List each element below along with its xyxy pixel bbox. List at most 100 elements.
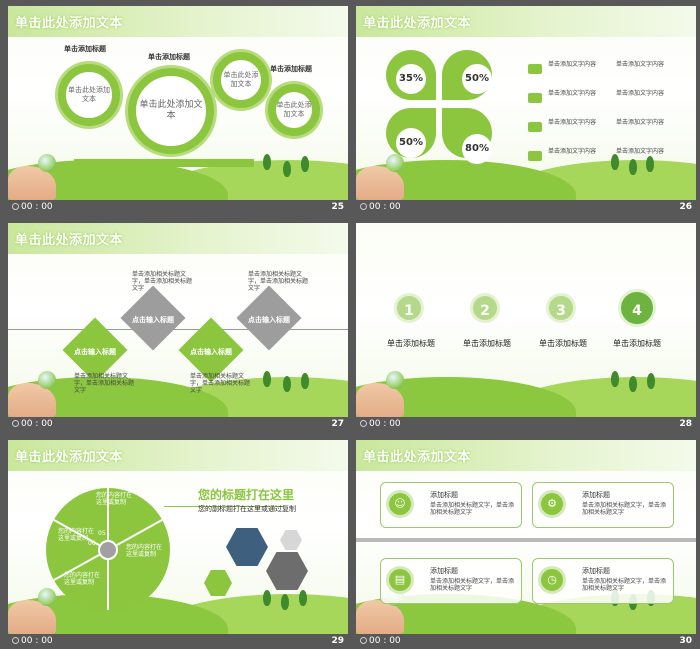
card-body: 单击添加相关标题文字，单击添加相关标题文字 <box>582 578 667 592</box>
slide-thumbnail-29[interactable]: 单击此处添加文本 您的内容打在这里或复制 您的内容打在这里或复制 您的内容打在这… <box>4 436 348 646</box>
slide-footer: 00 : 00 25 <box>8 200 348 216</box>
headline-rule <box>164 506 284 507</box>
globe-image <box>386 154 404 172</box>
globe-image <box>38 154 56 172</box>
list-text: 单击添加文字内容 <box>616 61 665 68</box>
tree-icon <box>646 156 654 172</box>
clock-icon <box>12 637 19 644</box>
hexagon-shape <box>280 530 302 550</box>
clock-icon <box>360 203 367 210</box>
clock-icon <box>12 203 19 210</box>
card-title: 添加标题 <box>582 567 610 575</box>
info-card <box>380 482 522 528</box>
time-label: 00 : 00 <box>360 419 401 429</box>
step-number-4: 4 <box>618 289 656 327</box>
time-label: 00 : 00 <box>12 419 53 429</box>
percent-label: 80% <box>462 134 492 164</box>
list-text: 单击添加文字内容 <box>616 148 665 155</box>
gear-title: 单击添加标题 <box>64 45 106 53</box>
tree-icon <box>647 373 655 389</box>
diamond-label: 点击输入标题 <box>74 348 116 356</box>
card-body: 单击添加相关标题文字，单击添加相关标题文字 <box>582 502 667 516</box>
diamond-label: 点击输入标题 <box>190 348 232 356</box>
clock-icon <box>12 420 19 427</box>
list-text: 单击添加文字内容 <box>548 148 597 155</box>
wheel-divider <box>53 549 109 581</box>
segment-number: 06 <box>88 540 96 547</box>
list-bullet <box>528 151 542 161</box>
slide-canvas: 单击此处添加文本 点击输入标题 点击输入标题 点击输入标题 点击输入标题 单击添… <box>8 223 348 417</box>
step-label: 单击添加标题 <box>539 339 587 348</box>
slide-thumbnail-30[interactable]: 单击此处添加文本 ☺ ⚙ ▤ ◷ 添加标题 添加标题 添加标题 添加标题 单击添… <box>352 436 696 646</box>
diamond-label: 点击输入标题 <box>248 316 290 324</box>
list-text: 单击添加文字内容 <box>548 61 597 68</box>
slide-number: 25 <box>331 202 344 212</box>
slide-footer: 00 : 00 27 <box>8 417 348 433</box>
tree-icon <box>283 376 291 392</box>
gear-text: 单击此处添加文本 <box>139 100 203 121</box>
slide-thumbnail-25[interactable]: 单击此处添加文本 单击添加标题 单击添加标题 单击添加标题 单击此处添加文本 单… <box>4 2 348 212</box>
card-title: 添加标题 <box>430 567 458 575</box>
gear-shape: 单击此处添加文本 <box>58 64 120 126</box>
head-idea-icon: ☺ <box>386 490 414 518</box>
segment-number: 05 <box>98 530 106 537</box>
list-text: 单击添加文字内容 <box>548 119 597 126</box>
slide-thumbnail-27[interactable]: 单击此处添加文本 点击输入标题 点击输入标题 点击输入标题 点击输入标题 单击添… <box>4 219 348 429</box>
percent-label: 35% <box>396 64 426 94</box>
slide-thumbnail-26[interactable]: 单击此处添加文本 35% 50% 50% 80% 单击添加文字内容 单击添加文字… <box>352 2 696 212</box>
divider-line <box>8 329 348 330</box>
time-label: 00 : 00 <box>12 202 53 212</box>
tree-icon <box>283 161 291 177</box>
globe-image <box>386 371 404 389</box>
slide-title: 单击此处添加文本 <box>363 16 472 31</box>
network-icon: ⚙ <box>538 490 566 518</box>
gear-shape: 单击此处添加文本 <box>268 84 320 136</box>
time-label: 00 : 00 <box>12 636 53 646</box>
list-bullet <box>528 122 542 132</box>
slide-footer: 00 : 00 30 <box>356 634 696 649</box>
desc-text: 单击添加相关标题文字，单击添加相关标题文字 <box>248 271 309 292</box>
clock-icon <box>360 420 367 427</box>
percent-label: 50% <box>396 128 426 158</box>
slide-number: 28 <box>679 419 692 429</box>
tree-icon <box>301 373 309 389</box>
slide-header: 单击此处添加文本 <box>8 6 348 37</box>
tree-icon <box>629 376 637 392</box>
card-body: 单击添加相关标题文字，单击添加相关标题文字 <box>430 502 515 516</box>
slide-number: 30 <box>679 636 692 646</box>
segment-text: 您的内容打在这里或复制 <box>126 544 163 558</box>
step-label: 单击添加标题 <box>463 339 511 348</box>
slide-canvas: 1 2 3 4 单击添加标题 单击添加标题 单击添加标题 单击添加标题 <box>356 223 696 417</box>
tree-icon <box>629 159 637 175</box>
time-label: 00 : 00 <box>360 202 401 212</box>
slide-header: 单击此处添加文本 <box>356 440 696 471</box>
wheel-hub <box>98 540 118 560</box>
slide-header: 单击此处添加文本 <box>8 440 348 471</box>
list-text: 单击添加文字内容 <box>616 90 665 97</box>
slide-header: 单击此处添加文本 <box>8 223 348 254</box>
slide-title: 单击此处添加文本 <box>15 16 124 31</box>
slide-canvas: 单击此处添加文本 ☺ ⚙ ▤ ◷ 添加标题 添加标题 添加标题 添加标题 单击添… <box>356 440 696 634</box>
segment-wheel <box>46 488 170 610</box>
slide-number: 26 <box>679 202 692 212</box>
divider-bar <box>356 538 696 542</box>
slide-canvas: 单击此处添加文本 单击添加标题 单击添加标题 单击添加标题 单击此处添加文本 单… <box>8 6 348 200</box>
slide-canvas: 单击此处添加文本 35% 50% 50% 80% 单击添加文字内容 单击添加文字… <box>356 6 696 200</box>
list-text: 单击添加文字内容 <box>548 90 597 97</box>
gear-shape: 单击此处添加文本 <box>213 52 269 108</box>
slide-canvas: 单击此处添加文本 您的内容打在这里或复制 您的内容打在这里或复制 您的内容打在这… <box>8 440 348 634</box>
tree-icon <box>263 590 271 606</box>
card-title: 添加标题 <box>430 491 458 499</box>
list-bullet <box>528 93 542 103</box>
globe-image <box>38 588 56 606</box>
slide-thumbnail-28[interactable]: 1 2 3 4 单击添加标题 单击添加标题 单击添加标题 单击添加标题 00 :… <box>352 219 696 429</box>
gear-shape: 单击此处添加文本 <box>128 68 214 154</box>
desc-text: 单击添加相关标题文字，单击添加相关标题文字 <box>132 271 193 292</box>
slide-number: 27 <box>331 419 344 429</box>
desc-text: 单击添加相关标题文字，单击添加相关标题文字 <box>74 373 135 394</box>
slide-footer: 00 : 00 26 <box>356 200 696 216</box>
desc-text: 单击添加相关标题文字，单击添加相关标题文字 <box>190 373 251 394</box>
gear-text: 单击此处添加文本 <box>68 86 110 103</box>
diamond-label: 点击输入标题 <box>132 316 174 324</box>
